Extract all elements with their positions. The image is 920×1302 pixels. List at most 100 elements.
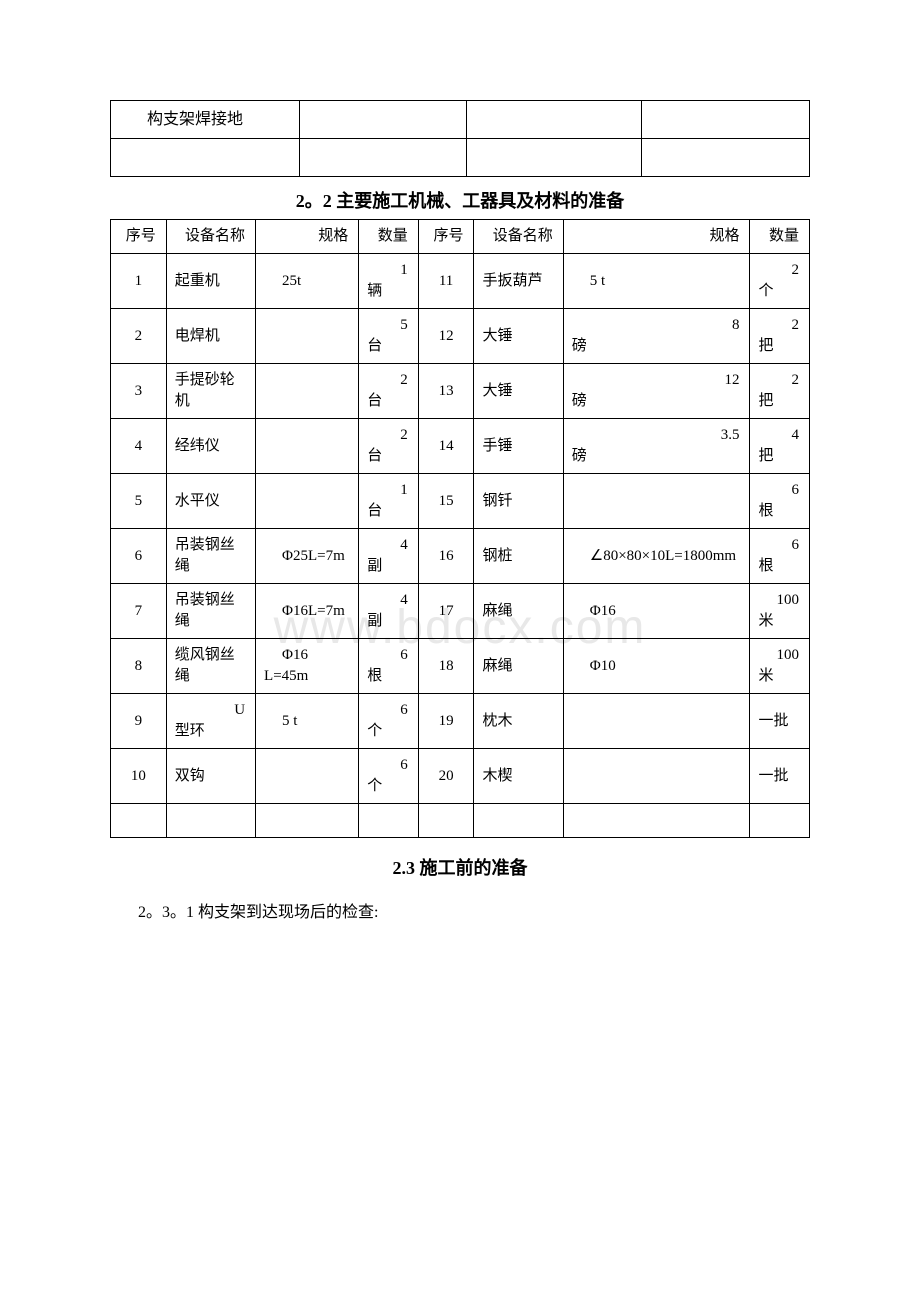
cell	[256, 749, 359, 804]
cell-unit: 麻绳	[482, 601, 554, 622]
table-row-empty	[111, 804, 810, 838]
cell-unit: 型环	[175, 721, 247, 742]
cell: 12磅	[563, 364, 750, 419]
cell	[256, 364, 359, 419]
cell-unit: 磅	[572, 446, 742, 467]
cell: 3	[111, 364, 167, 419]
cell-value: 5	[367, 315, 410, 336]
cell-unit: 把	[758, 391, 801, 412]
cell	[563, 474, 750, 529]
cell: ∠80×80×10L=1800mm	[563, 529, 750, 584]
table-row: 3手提砂轮机2台13大锤12磅2把	[111, 364, 810, 419]
cell: 4副	[359, 584, 419, 639]
body-text-2-3-1: 2。3。1 构支架到达现场后的检查:	[110, 898, 810, 922]
cell-unit: 一批	[758, 711, 801, 732]
header-seq: 序号	[111, 220, 167, 254]
cell: 大锤	[474, 309, 563, 364]
cell: 2	[111, 309, 167, 364]
section-title-2-3: 2.3 施工前的准备	[110, 854, 810, 880]
cell: 1	[111, 254, 167, 309]
cell: 电焊机	[166, 309, 255, 364]
cell-unit: 大锤	[482, 381, 554, 402]
cell: 4把	[750, 419, 810, 474]
cell: Φ16L=7m	[256, 584, 359, 639]
cell: 20	[418, 749, 474, 804]
cell: 15	[418, 474, 474, 529]
cell: 6根	[750, 474, 810, 529]
cell: 2台	[359, 364, 419, 419]
cell-unit: 磅	[572, 336, 742, 357]
table-row: 8缆风钢丝绳Φ16 L=45m6根18麻绳Φ10100米	[111, 639, 810, 694]
cell-unit: 台	[367, 446, 410, 467]
cell: 4	[111, 419, 167, 474]
cell-unit: 根	[367, 666, 410, 687]
cell: 11	[418, 254, 474, 309]
cell-value: 2	[367, 425, 410, 446]
cell: 5 t	[256, 694, 359, 749]
cell: 16	[418, 529, 474, 584]
cell-value: 100	[758, 590, 801, 611]
cell-value: 4	[367, 535, 410, 556]
cell-value: 6	[367, 700, 410, 721]
cell: 1台	[359, 474, 419, 529]
header-name: 设备名称	[166, 220, 255, 254]
cell-value: 1	[367, 480, 410, 501]
cell: 双钩	[166, 749, 255, 804]
cell: U型环	[166, 694, 255, 749]
cell	[299, 139, 467, 177]
cell: 2把	[750, 364, 810, 419]
cell-unit: 米	[758, 666, 801, 687]
table-row: 4经纬仪2台14手锤3.5磅4把	[111, 419, 810, 474]
cell	[256, 309, 359, 364]
cell-unit: 枕木	[482, 711, 554, 732]
cell-unit: 把	[758, 336, 801, 357]
cell: 缆风钢丝绳	[166, 639, 255, 694]
table-frame-grounding: 构支架焊接地	[110, 100, 810, 177]
cell: 一批	[750, 749, 810, 804]
cell-unit: 根	[758, 556, 801, 577]
cell: 2把	[750, 309, 810, 364]
cell: 100米	[750, 639, 810, 694]
cell-unit: 麻绳	[482, 656, 554, 677]
cell-unit: 钢桩	[482, 546, 554, 567]
cell: 构支架焊接地	[111, 101, 300, 139]
header-qty2: 数量	[750, 220, 810, 254]
cell	[750, 804, 810, 838]
cell-value: 2	[758, 260, 801, 281]
cell-value: 6	[367, 755, 410, 776]
cell: Φ25L=7m	[256, 529, 359, 584]
cell: 100米	[750, 584, 810, 639]
cell-unit: 经纬仪	[175, 436, 247, 457]
header-text: 数量	[367, 226, 410, 247]
table-header-row: 序号 设备名称 规格 数量 序号 设备名称 规格 数量	[111, 220, 810, 254]
cell-value: 6	[758, 535, 801, 556]
cell-unit: 米	[758, 611, 801, 632]
cell: 麻绳	[474, 584, 563, 639]
cell-unit: 台	[367, 391, 410, 412]
cell-unit: 起重机	[175, 271, 247, 292]
cell: 14	[418, 419, 474, 474]
table-row: 5水平仪1台15钢钎6根	[111, 474, 810, 529]
header-qty: 数量	[359, 220, 419, 254]
cell-unit: 电焊机	[175, 326, 247, 347]
header-spec: 规格	[256, 220, 359, 254]
cell-unit: 双钩	[175, 766, 247, 787]
cell-value: 2	[758, 315, 801, 336]
cell	[256, 419, 359, 474]
cell-text: 构支架焊接地	[147, 111, 243, 128]
cell-unit: 手锤	[482, 436, 554, 457]
cell-unit: 一批	[758, 766, 801, 787]
cell: 水平仪	[166, 474, 255, 529]
header-text: 序号	[119, 226, 158, 247]
cell: 5台	[359, 309, 419, 364]
header-text: 序号	[427, 226, 466, 247]
cell-value: 100	[758, 645, 801, 666]
cell-unit: 台	[367, 501, 410, 522]
header-text: 规格	[572, 226, 742, 247]
cell-unit: 根	[758, 501, 801, 522]
cell: 6个	[359, 694, 419, 749]
table-row: 构支架焊接地	[111, 101, 810, 139]
cell: 经纬仪	[166, 419, 255, 474]
cell	[467, 101, 642, 139]
cell-value: 2	[758, 370, 801, 391]
